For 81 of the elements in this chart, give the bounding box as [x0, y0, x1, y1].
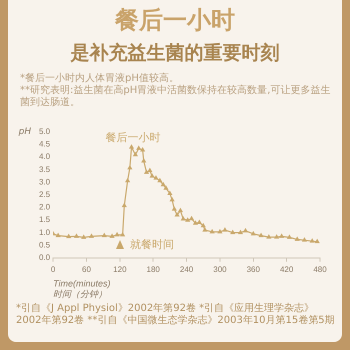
point: [197, 220, 202, 224]
chart-subtitle: 是补充益生菌的重要时刻: [70, 41, 280, 66]
x-tick-label: 0: [50, 264, 56, 274]
point: [74, 234, 79, 238]
y-tick-label: 2.0: [38, 202, 51, 212]
point: [302, 238, 307, 242]
point: [129, 144, 134, 149]
x-tick-label: 480: [313, 264, 328, 274]
point: [133, 152, 138, 156]
y-tick-label: 4.5: [38, 140, 51, 149]
x-axis-title: Time(minutes) 时间（分钟）: [53, 278, 111, 300]
point: [201, 223, 206, 228]
point: [251, 231, 256, 236]
y-tick-label: 1.5: [38, 215, 51, 224]
point: [66, 234, 71, 238]
y-tick-label: 4.0: [38, 152, 51, 162]
text: **研究表明:益生菌在高pH胃液中活菌数保持在较高数量,可让更多益生菌到达肠道。: [20, 85, 332, 109]
y-tick-label: 2.5: [38, 190, 51, 200]
point: [102, 233, 106, 238]
point: [125, 178, 130, 182]
text: *餐后一小时内人体胃液pH值较高。: [20, 73, 180, 84]
x-tick-label: 300: [213, 264, 228, 274]
point: [120, 232, 125, 236]
point: [161, 182, 166, 186]
point: [186, 218, 190, 222]
point: [202, 228, 208, 232]
x-tick-label: 180: [146, 264, 160, 274]
point: [158, 178, 162, 182]
point: [222, 228, 228, 232]
point: [82, 234, 86, 239]
y-tick-label: 3.5: [38, 164, 51, 174]
text: *引自《J Appl Physiol》2002年第92卷 *引自《应用生理学杂志》2002年第92卷 **引自《中国微生态学杂志》2003年10月第15卷第5期: [16, 303, 336, 327]
point: [238, 230, 243, 234]
point: [128, 165, 132, 170]
annotation: 餐后一小时: [106, 130, 161, 144]
point: [89, 234, 94, 238]
y-tick-label: 0.0: [38, 253, 51, 262]
point: [114, 232, 120, 236]
point: [172, 206, 176, 211]
point: [174, 212, 180, 216]
point: [122, 203, 126, 208]
point: [164, 186, 168, 190]
point: [144, 170, 149, 174]
x-tick-label: 240: [180, 264, 194, 274]
point: [154, 176, 158, 180]
point: [243, 228, 248, 232]
y-axis-title: pH: [18, 127, 32, 138]
point: [193, 220, 198, 225]
y-tick-label: 3.0: [38, 177, 51, 186]
point: [258, 233, 264, 238]
point: [181, 216, 186, 220]
point: [310, 238, 314, 243]
point: [266, 234, 272, 239]
x-tick-label: 420: [280, 264, 294, 274]
point: [148, 168, 152, 172]
point: [189, 216, 194, 220]
point: [315, 239, 320, 244]
y-tick-label: 1.0: [38, 228, 51, 237]
point: [110, 234, 114, 238]
point: [56, 233, 60, 238]
point: [279, 234, 284, 238]
point: [170, 197, 174, 202]
point: [287, 234, 292, 239]
point: [274, 234, 279, 239]
point: [168, 191, 172, 196]
point: [136, 146, 141, 150]
y-tick-label: 5.0: [38, 127, 51, 136]
point: [230, 230, 235, 234]
point: [150, 174, 154, 178]
x-tick-label: 60: [82, 264, 92, 274]
chart-title: 餐后一小时: [114, 5, 236, 36]
point: [210, 229, 214, 234]
annotation: 就餐时间: [130, 238, 174, 252]
point: [140, 148, 145, 152]
y-tick-label: 0.5: [38, 240, 51, 250]
point: [178, 208, 183, 212]
point: [142, 158, 146, 163]
point: [295, 237, 300, 241]
x-tick-label: 120: [113, 264, 128, 274]
x-tick-label: 360: [246, 264, 260, 274]
point: [218, 229, 222, 234]
